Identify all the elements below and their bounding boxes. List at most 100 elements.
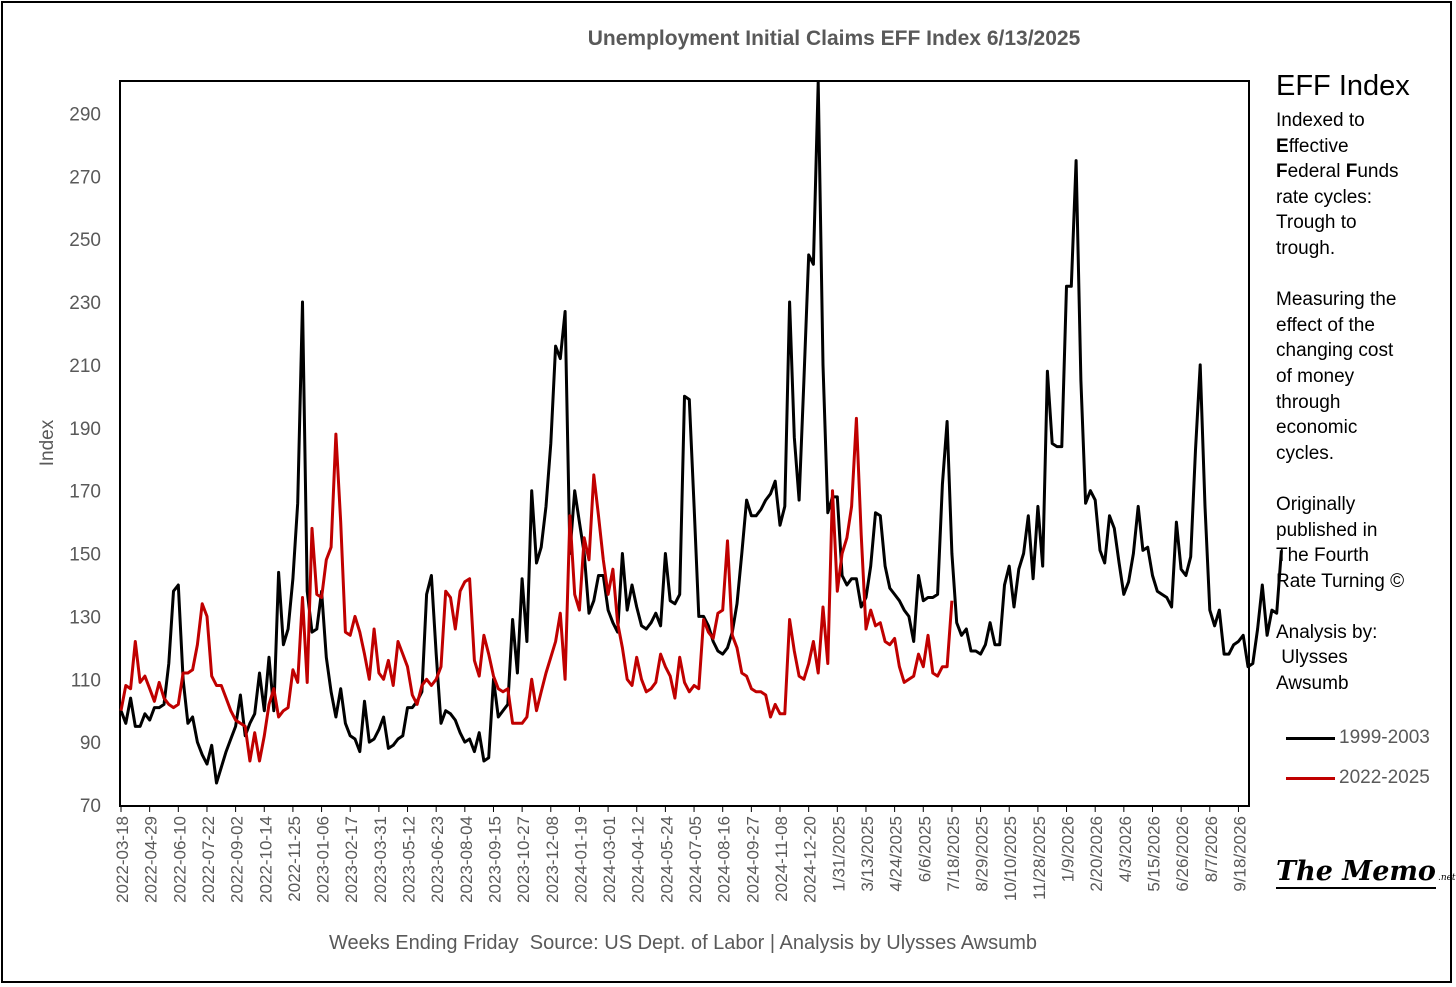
y-tick-label: 130	[69, 607, 101, 628]
federal-initial: F	[1276, 161, 1288, 183]
note-line: through	[1276, 391, 1341, 413]
x-tick-label: 2024-09-27	[743, 816, 762, 903]
side-panel-notes: Indexed to Effective Federal Funds rate …	[1276, 108, 1451, 722]
x-tick-label: 2022-04-29	[142, 816, 161, 903]
plot-area	[119, 80, 1250, 807]
note-line: The Fourth	[1276, 545, 1369, 567]
y-tick-label: 170	[69, 482, 101, 503]
x-tick-label: 2023-08-04	[457, 816, 476, 903]
federal-rest: ederal	[1287, 161, 1346, 183]
y-tick-label: 190	[69, 419, 101, 440]
chart-title: Unemployment Initial Claims EFF Index 6/…	[588, 27, 1081, 50]
legend-swatch	[1286, 737, 1335, 740]
note-line: Indexed to	[1276, 110, 1365, 131]
x-tick-label: 2024-05-24	[657, 816, 676, 903]
x-tick-label: 6/6/2025	[915, 816, 934, 882]
x-tick-label: 9/18/2026	[1230, 816, 1249, 892]
y-axis: 70 90 110 130 150 170 190 210 230 250 270 290	[69, 104, 101, 817]
x-tick-label: 2022-07-22	[199, 816, 218, 903]
x-tick-label: 2024-08-16	[715, 816, 734, 903]
x-tick-label: 2023-05-12	[400, 816, 419, 903]
x-tick-label: 2023-01-06	[314, 816, 333, 903]
note-line: rate cycles:	[1276, 186, 1373, 208]
note-line: economic	[1276, 417, 1358, 439]
series-layer	[119, 80, 1283, 785]
the-memo-logo: The Memo .net	[1276, 856, 1456, 889]
y-tick-label: 290	[69, 104, 101, 125]
effective-rest: ffective	[1288, 135, 1349, 157]
x-tick-label: 2024-04-12	[629, 816, 648, 903]
x-tick-label: 2022-03-18	[113, 816, 132, 903]
funds-initial: F	[1345, 161, 1358, 183]
y-tick-label: 250	[69, 230, 101, 251]
x-tick-label: 4/3/2026	[1116, 816, 1135, 882]
note-line: Effective	[1276, 134, 1451, 160]
y-tick-label: 270	[69, 167, 101, 188]
x-tick-label: 2023-09-15	[485, 816, 504, 903]
y-axis-label: Index	[37, 419, 58, 466]
x-tick-label: 2024-01-19	[571, 816, 590, 903]
x-tick-label: 2024-03-01	[600, 816, 619, 903]
y-tick-label: 110	[71, 670, 101, 691]
x-tick-label: 7/18/2025	[944, 816, 963, 892]
publication-note: Originally published in The Fourth Rate …	[1276, 492, 1451, 594]
purpose-note: Measuring the effect of the changing cos…	[1276, 287, 1451, 466]
author-note: Analysis by: Ulysses Awsumb	[1276, 620, 1451, 697]
note-line: trough.	[1276, 237, 1336, 259]
note-line: Ulysses	[1276, 647, 1348, 669]
y-tick-label: 90	[80, 733, 101, 754]
x-tick-label: 11/28/2025	[1030, 816, 1049, 900]
x-tick-label: 3/13/2025	[858, 816, 877, 892]
x-tick-label: 2024-11-08	[772, 816, 791, 902]
x-tick-label: 2022-06-10	[170, 816, 189, 903]
note-line: Federal Funds	[1276, 159, 1451, 185]
x-tick-label: 4/24/2025	[887, 816, 906, 892]
note-line: published in	[1276, 519, 1378, 541]
note-line: Measuring the	[1276, 289, 1397, 311]
note-line: changing cost	[1276, 340, 1394, 362]
side-panel-title: EFF Index	[1276, 70, 1410, 102]
x-tick-label: 5/15/2026	[1144, 816, 1163, 892]
x-axis-label: Weeks Ending Friday Source: US Dept. of …	[329, 932, 1037, 954]
funds-rest: unds	[1357, 161, 1399, 183]
definition-note: Indexed to Effective Federal Funds rate …	[1276, 108, 1451, 262]
x-tick-label: 1/9/2026	[1059, 816, 1078, 882]
x-tick-label: 2023-12-08	[543, 816, 562, 903]
note-line: effect of the	[1276, 314, 1375, 336]
series-line-1999-2003	[119, 80, 1283, 785]
x-tick-label: 1/31/2025	[829, 816, 848, 892]
y-tick-label: 150	[69, 545, 101, 566]
x-tick-label: 2023-06-23	[428, 816, 447, 903]
x-tick-label: 2022-11-25	[285, 816, 304, 902]
legend-label: 2022-2025	[1339, 767, 1430, 788]
x-tick-label: 2023-03-31	[371, 816, 390, 903]
effective-initial: E	[1276, 135, 1289, 157]
x-axis: 2022-03-18 2022-04-29 2022-06-10 2022-07-22…	[113, 806, 1249, 903]
y-tick-label: 70	[80, 796, 101, 817]
x-tick-label: 2024-07-05	[686, 816, 705, 903]
x-tick-label: 2023-10-27	[514, 816, 533, 903]
series-line-2022-2025	[119, 416, 954, 763]
x-tick-label: 6/26/2026	[1173, 816, 1192, 892]
logo-suffix: .net	[1437, 873, 1456, 883]
y-tick-label: 210	[69, 356, 101, 377]
y-tick-label: 230	[69, 293, 101, 314]
logo-wordmark: The Memo	[1276, 856, 1436, 889]
note-line: cycles.	[1276, 442, 1335, 464]
x-tick-label: 2023-02-17	[342, 816, 361, 903]
x-tick-label: 10/10/2025	[1001, 816, 1020, 901]
x-tick-label: 8/7/2026	[1202, 816, 1221, 882]
note-line: Awsumb	[1276, 673, 1349, 695]
x-tick-label: 8/29/2025	[973, 816, 992, 892]
legend-swatch	[1286, 777, 1335, 780]
x-tick-label: 2022-10-14	[256, 816, 275, 903]
note-line: of money	[1276, 365, 1355, 387]
x-tick-label: 2022-09-02	[228, 816, 247, 903]
x-tick-label: 2024-12-20	[801, 816, 820, 903]
note-line: Originally	[1276, 493, 1356, 515]
note-line: Rate Turning ©	[1276, 570, 1405, 592]
note-line: Analysis by:	[1276, 621, 1378, 643]
note-line: Trough to	[1276, 212, 1357, 234]
